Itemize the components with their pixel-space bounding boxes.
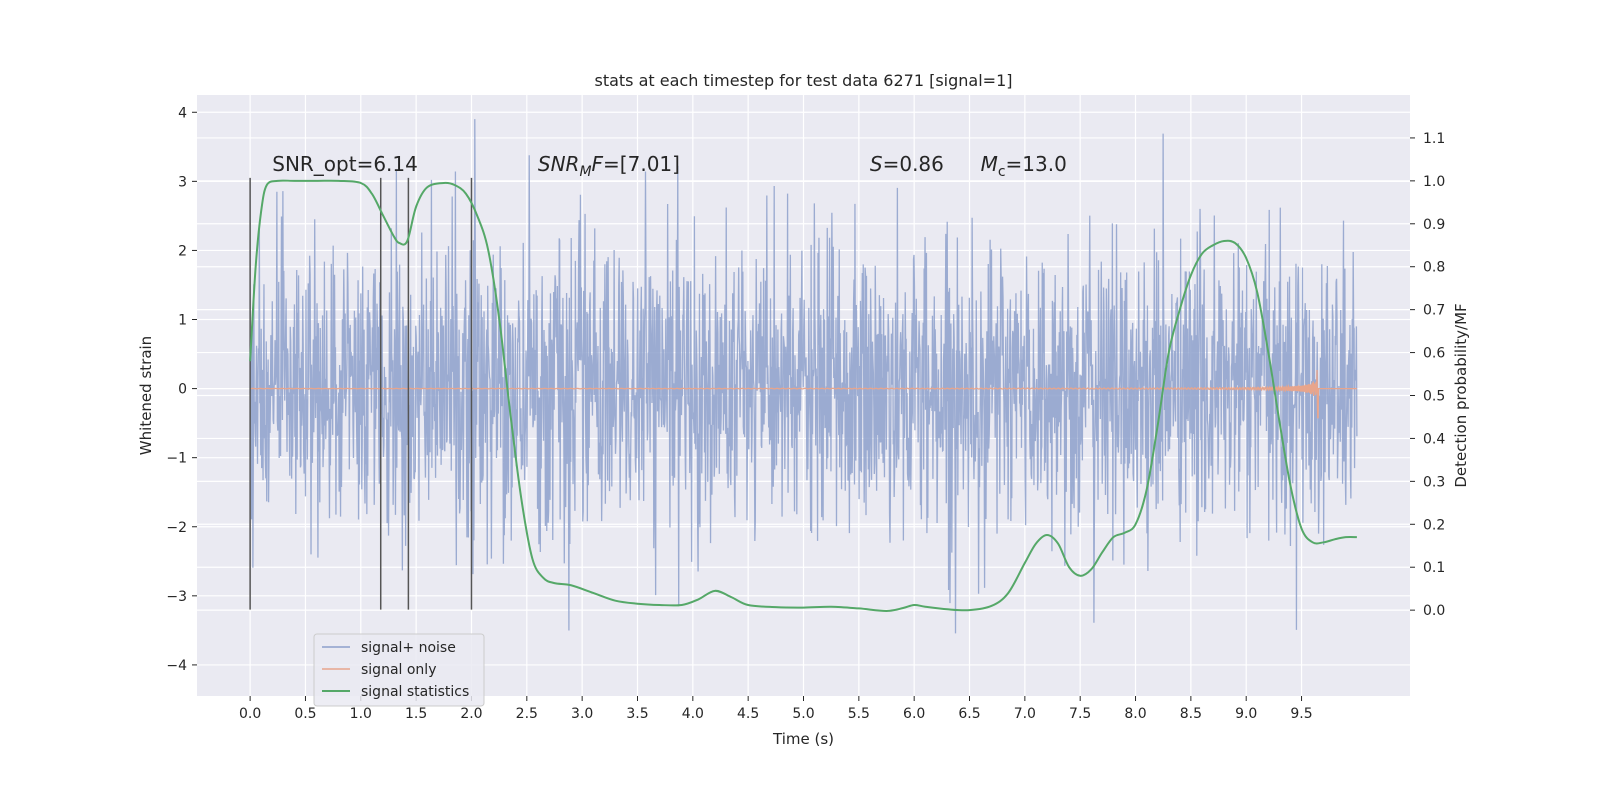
y-tick-label: −4 — [166, 658, 187, 674]
axis-ticks: 0.0 0.5 1.0 1.5 2.0 2.5 3.0 3.5 4.0 4.5 5.0 5.5 6.0 6… — [166, 105, 1445, 722]
y-tick-label: 0 — [178, 382, 187, 398]
x-tick-label: 2.5 — [516, 706, 538, 722]
annotation-s-value: =0.86 — [883, 152, 944, 176]
annotation-mc-value: =13.0 — [1006, 152, 1067, 176]
y-right-tick-label: 1.1 — [1423, 131, 1445, 147]
x-tick-label: 0.0 — [239, 706, 261, 722]
signal-only-line — [250, 369, 1357, 419]
y-right-tick-label: 0.8 — [1423, 260, 1445, 276]
annotation-snr-mf-f: F — [592, 152, 604, 176]
x-tick-label: 6.0 — [903, 706, 925, 722]
legend: signal+ noise signal only signal statist… — [313, 633, 485, 707]
x-tick-label: 9.0 — [1235, 706, 1257, 722]
x-tick-label: 9.5 — [1290, 706, 1312, 722]
series-signal-noise — [249, 119, 1358, 634]
annotation-s-symbol: S — [870, 152, 883, 176]
y-right-tick-label: 0.6 — [1423, 346, 1445, 362]
x-tick-label: 8.0 — [1124, 706, 1146, 722]
y-right-tick-label: 0.7 — [1423, 303, 1445, 319]
x-tick-label: 5.5 — [848, 706, 870, 722]
series-signal-statistics — [249, 179, 1357, 613]
annotation-snr-mf: SNRMF=[7.01] — [538, 152, 680, 180]
annotation-snr-mf-value: =[7.01] — [603, 152, 680, 176]
x-tick-label: 3.5 — [626, 706, 648, 722]
y-tick-label: −3 — [166, 589, 187, 605]
y-right-tick-label: 0.3 — [1423, 474, 1445, 490]
legend-label-signal-only: signal only — [361, 662, 436, 678]
y-tick-label: 1 — [178, 313, 187, 329]
x-tick-label: 4.5 — [737, 706, 759, 722]
y-axis-label-left: Whitened strain — [137, 336, 155, 455]
signal-noise-line — [249, 119, 1358, 634]
x-axis-label: Time (s) — [772, 730, 834, 748]
y-tick-label: −2 — [166, 520, 187, 536]
y-tick-label: 2 — [178, 243, 187, 259]
y-right-tick-label: 0.9 — [1423, 217, 1445, 233]
x-tick-label: 7.0 — [1014, 706, 1036, 722]
x-tick-label: 1.0 — [350, 706, 372, 722]
x-tick-label: 4.0 — [682, 706, 704, 722]
y-axis-label-right: Detection probability/MF — [1452, 303, 1470, 487]
annotation-mc: Mc=13.0 — [981, 152, 1067, 180]
y-right-tick-label: 0.2 — [1423, 517, 1445, 533]
chart-title: stats at each timestep for test data 627… — [594, 71, 1012, 90]
signal-statistics-line — [249, 179, 1357, 613]
annotation-snr-opt: SNR_opt=6.14 — [272, 152, 418, 176]
x-tick-label: 6.5 — [958, 706, 980, 722]
x-tick-label: 1.5 — [405, 706, 427, 722]
annotation-s: S=0.86 — [870, 152, 944, 176]
x-tick-label: 5.0 — [792, 706, 814, 722]
annotation-snr-mf-main: SNR — [538, 152, 580, 176]
y-right-tick-label: 0.4 — [1423, 431, 1445, 447]
y-right-tick-label: 1.0 — [1423, 174, 1445, 190]
annotation-snr-mf-rest: F=[7.01] — [592, 152, 680, 176]
annotation-mc-subscript: c — [998, 164, 1006, 180]
annotations: SNR_opt=6.14 SNRMF=[7.01] S=0.86 Mc=13.0 — [272, 152, 1067, 180]
x-tick-label: 7.5 — [1069, 706, 1091, 722]
annotation-snr-mf-subscript: M — [579, 164, 591, 180]
x-tick-label: 0.5 — [294, 706, 316, 722]
legend-label-signal-statistics: signal statistics — [361, 684, 469, 700]
y-right-tick-label: 0.0 — [1423, 603, 1445, 619]
y-tick-label: 3 — [178, 174, 187, 190]
vertical-markers — [249, 177, 473, 610]
legend-label-signal-noise: signal+ noise — [361, 640, 456, 656]
y-right-tick-label: 0.5 — [1423, 389, 1445, 405]
series-signal-only — [250, 369, 1357, 419]
x-tick-label: 3.0 — [571, 706, 593, 722]
x-tick-label: 2.0 — [460, 706, 482, 722]
annotation-mc-symbol: M — [981, 152, 998, 176]
y-right-tick-label: 0.1 — [1423, 560, 1445, 576]
y-tick-label: −1 — [166, 451, 187, 467]
legend-box — [313, 633, 485, 707]
y-tick-label: 4 — [178, 105, 187, 121]
x-tick-label: 8.5 — [1180, 706, 1202, 722]
